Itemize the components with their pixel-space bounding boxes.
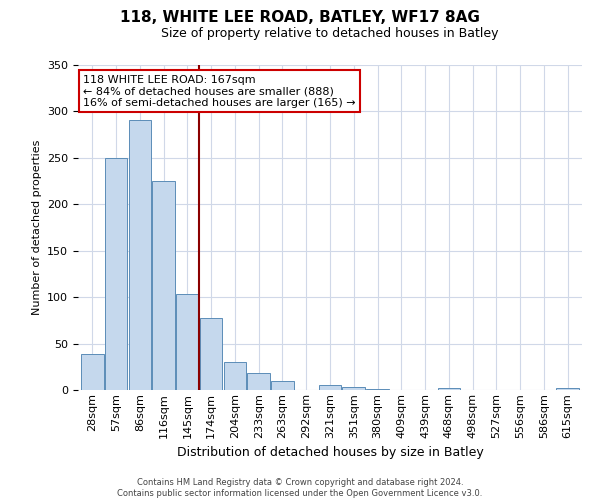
X-axis label: Distribution of detached houses by size in Batley: Distribution of detached houses by size …	[176, 446, 484, 459]
Text: 118, WHITE LEE ROAD, BATLEY, WF17 8AG: 118, WHITE LEE ROAD, BATLEY, WF17 8AG	[120, 10, 480, 25]
Bar	[556, 388, 579, 390]
Bar	[247, 374, 270, 390]
Bar	[81, 354, 104, 390]
Title: Size of property relative to detached houses in Batley: Size of property relative to detached ho…	[161, 27, 499, 40]
Bar	[200, 318, 223, 390]
Y-axis label: Number of detached properties: Number of detached properties	[32, 140, 41, 315]
Bar	[343, 387, 365, 390]
Bar	[105, 158, 127, 390]
Bar	[271, 380, 294, 390]
Text: Contains HM Land Registry data © Crown copyright and database right 2024.
Contai: Contains HM Land Registry data © Crown c…	[118, 478, 482, 498]
Bar	[437, 388, 460, 390]
Bar	[176, 294, 199, 390]
Bar	[152, 181, 175, 390]
Text: 118 WHITE LEE ROAD: 167sqm
← 84% of detached houses are smaller (888)
16% of sem: 118 WHITE LEE ROAD: 167sqm ← 84% of deta…	[83, 74, 356, 108]
Bar	[366, 389, 389, 390]
Bar	[128, 120, 151, 390]
Bar	[224, 362, 246, 390]
Bar	[319, 386, 341, 390]
